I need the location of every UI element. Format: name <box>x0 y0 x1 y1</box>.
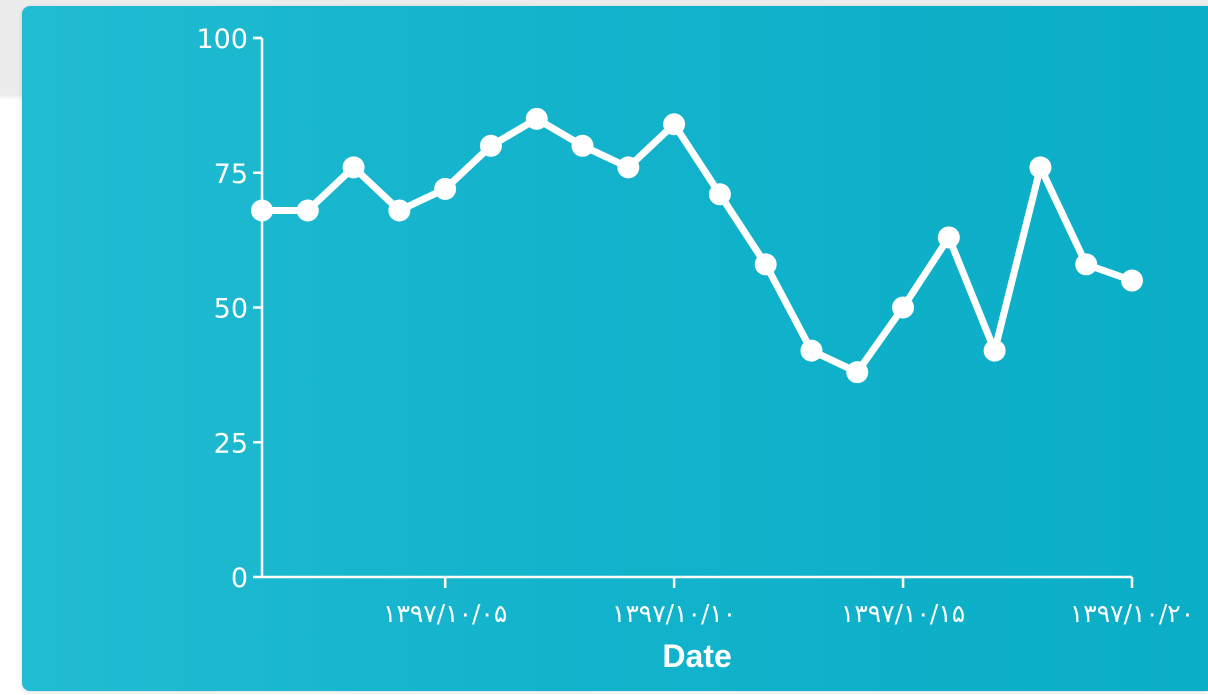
data-point[interactable] <box>800 339 823 362</box>
data-point[interactable] <box>342 156 365 179</box>
data-point[interactable] <box>479 134 502 157</box>
data-point[interactable] <box>754 253 777 276</box>
y-tick-label: 25 <box>214 428 248 459</box>
data-point[interactable] <box>663 113 686 136</box>
y-tick-label: 75 <box>214 159 248 190</box>
data-point[interactable] <box>892 296 915 319</box>
y-ticks: 0 25 50 75 100 <box>196 24 262 594</box>
x-tick-label: ۱۳۹۷/۱۰/۱۵ <box>841 599 965 628</box>
data-point[interactable] <box>937 226 960 249</box>
x-tick-label: ۱۳۹۷/۱۰/۰۵ <box>383 599 507 628</box>
series-line <box>258 115 1136 376</box>
data-point[interactable] <box>434 177 457 200</box>
y-tick-label: 100 <box>196 24 248 55</box>
x-tick-label: ۱۳۹۷/۱۰/۲۰ <box>1070 599 1194 628</box>
data-point[interactable] <box>1121 269 1143 292</box>
data-point[interactable] <box>617 156 640 179</box>
data-point[interactable] <box>846 361 869 384</box>
y-tick-label: 0 <box>231 563 248 594</box>
x-axis-title: Date <box>662 638 731 674</box>
x-axis: ۱۳۹۷/۱۰/۰۵ ۱۳۹۷/۱۰/۱۰ ۱۳۹۷/۱۰/۱۵ ۱۳۹۷/۱۰/۲۰ <box>262 575 1194 628</box>
y-axis: 0 25 50 75 100 <box>196 24 264 594</box>
series-layer <box>251 107 1143 384</box>
data-point[interactable] <box>1075 253 1098 276</box>
data-point[interactable] <box>571 134 594 157</box>
x-tick-label: ۱۳۹۷/۱۰/۱۰ <box>612 599 736 628</box>
data-point[interactable] <box>251 199 273 222</box>
y-tick-label: 50 <box>214 294 248 325</box>
data-point[interactable] <box>525 107 548 130</box>
data-point[interactable] <box>296 199 319 222</box>
data-point[interactable] <box>708 183 731 206</box>
data-point[interactable] <box>983 339 1006 362</box>
x-ticks: ۱۳۹۷/۱۰/۰۵ ۱۳۹۷/۱۰/۱۰ ۱۳۹۷/۱۰/۱۵ ۱۳۹۷/۱۰/۲۰ <box>383 577 1194 628</box>
data-point[interactable] <box>1029 156 1052 179</box>
data-point[interactable] <box>388 199 411 222</box>
